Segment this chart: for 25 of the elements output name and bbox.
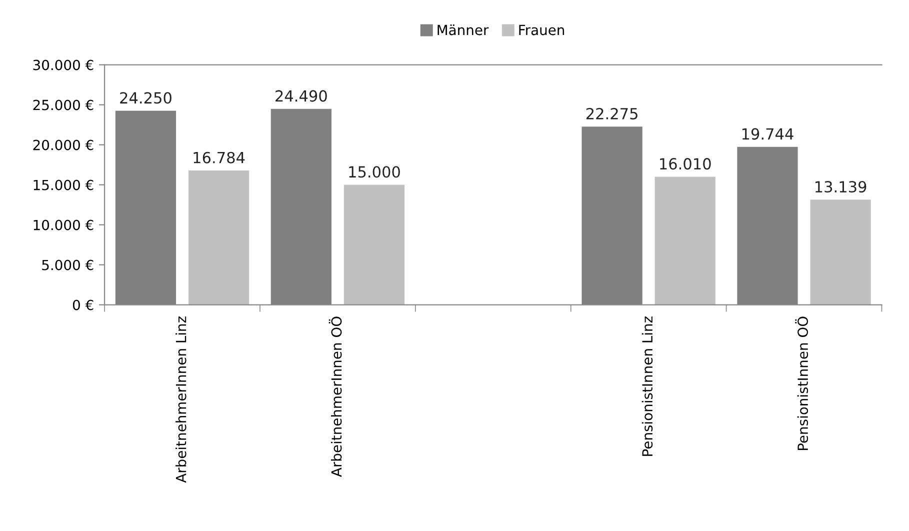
x-tick-label: ArbeitnehmerInnen Linz bbox=[176, 316, 186, 483]
x-tick-label: ArbeitnehmerInnen OÖ bbox=[328, 316, 342, 477]
data-label: 19.744 bbox=[742, 128, 794, 140]
y-tick-label: 25.000 € bbox=[33, 100, 94, 110]
y-tick-label: 5.000 € bbox=[42, 260, 94, 270]
y-tick-label: 15.000 € bbox=[34, 180, 94, 190]
x-tick-label: PensionistInnen OÖ bbox=[795, 316, 808, 450]
data-label: 24.490 bbox=[276, 90, 327, 102]
bar bbox=[810, 200, 871, 305]
bar bbox=[654, 176, 716, 305]
bar bbox=[344, 184, 405, 305]
x-tick-label: PensionistInnen Linz bbox=[642, 316, 653, 456]
data-label: 16.010 bbox=[660, 158, 711, 170]
data-label: 24.250 bbox=[120, 92, 172, 104]
data-label: 22.275 bbox=[586, 108, 638, 120]
y-tick-label: 0 € bbox=[72, 300, 94, 310]
y-tick-label: 30.000 € bbox=[33, 60, 94, 70]
data-label: 13.139 bbox=[815, 180, 866, 193]
y-tick-label: 10.000 € bbox=[34, 220, 94, 230]
data-label: 16.784 bbox=[194, 152, 245, 164]
legend-label: Männer bbox=[438, 24, 489, 36]
bar bbox=[188, 170, 250, 305]
data-label: 15.000 bbox=[349, 166, 400, 178]
legend-label: Frauen bbox=[519, 24, 564, 36]
y-tick-label: 20.000 € bbox=[33, 140, 94, 150]
